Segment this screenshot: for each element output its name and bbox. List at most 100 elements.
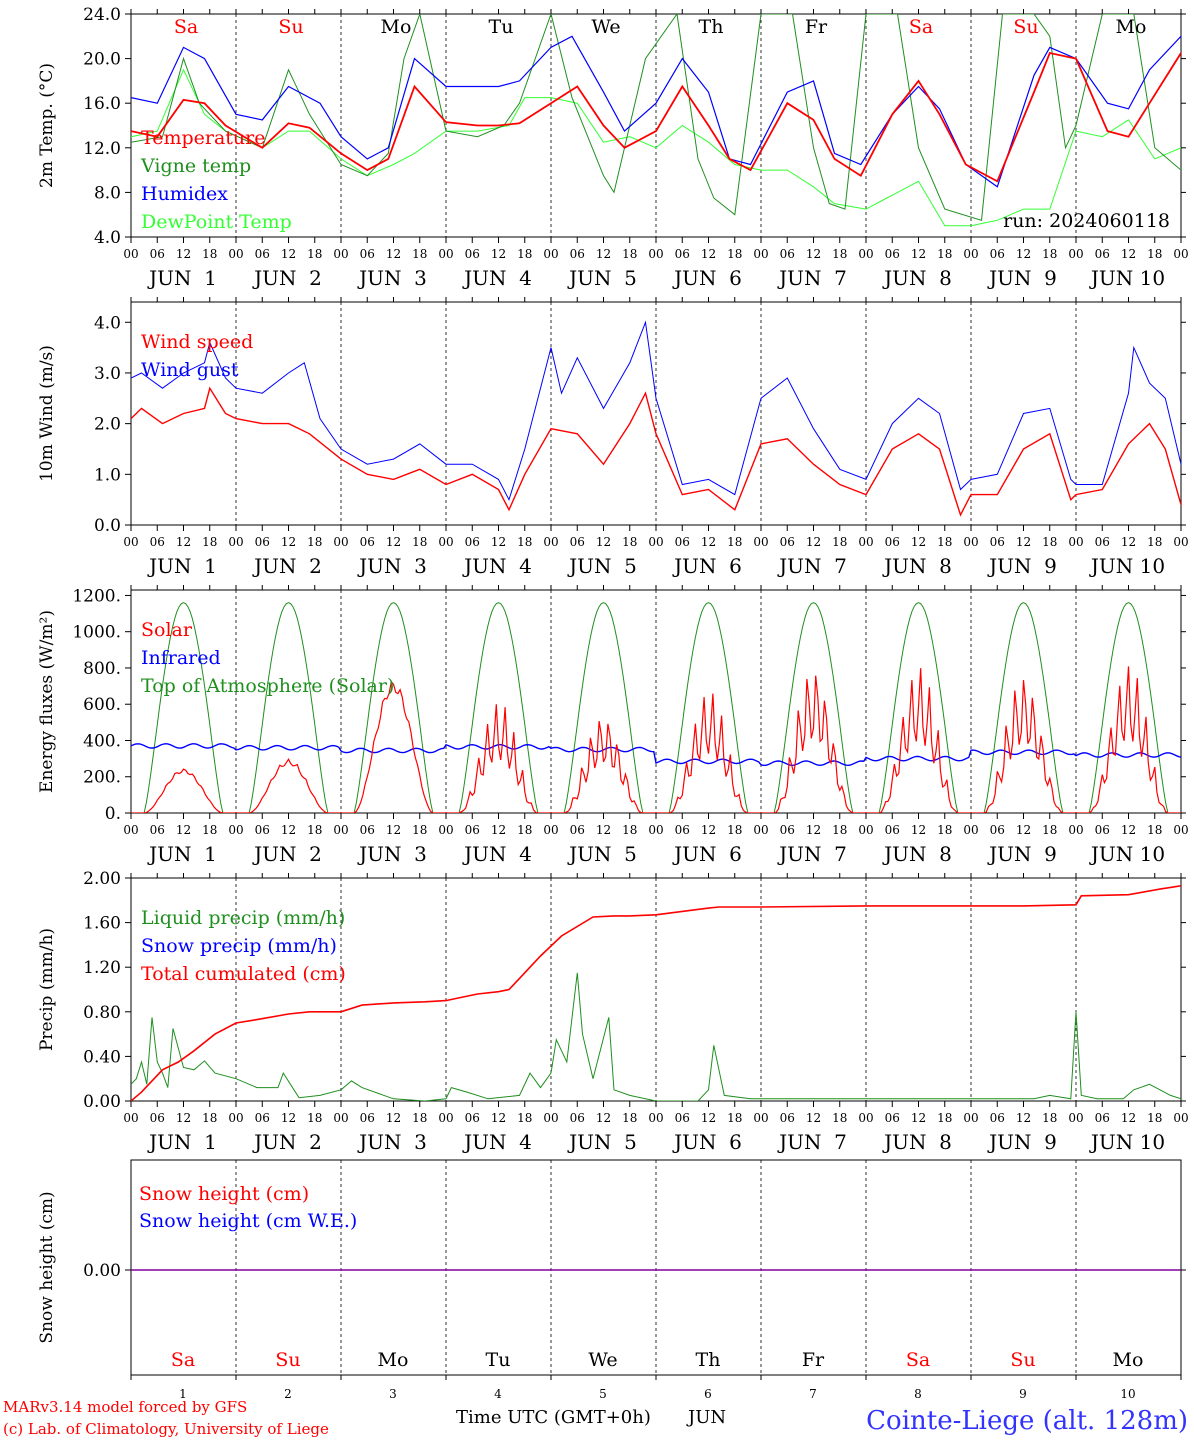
x-tick-label: 18 [1147,535,1162,549]
footer-copyright-text: (c) Lab. of Climatology, University of L… [3,1420,329,1438]
x-day-label: JUN 3 [357,842,427,866]
x-day-label: JUN 1 [147,842,217,866]
x-tick-label: 00 [123,247,138,261]
x-tick-label: 06 [150,535,165,549]
series-line [131,386,1181,517]
x-day-label: JUN 2 [252,1130,322,1154]
x-tick-label: 18 [622,823,637,837]
x-tick-label: 00 [438,247,453,261]
footer-station-label: Cointe-Liege (alt. 128m) [866,1406,1188,1436]
x-tick-label: 18 [1042,247,1057,261]
x-tick-label: 12 [176,535,191,549]
legend-entry: Solar [141,619,193,641]
x-tick-label: 00 [123,1111,138,1125]
x-tick-label: 12 [1121,247,1136,261]
x-day-label: JUN 8 [882,554,952,578]
x-tick-label: 18 [937,535,952,549]
x-day-label: JUN 10 [1089,266,1165,290]
x-tick-label: 12 [1016,823,1031,837]
weekday-label: We [591,16,620,38]
footer-time-axis-label: Time UTC (GMT+0h) [456,1407,651,1428]
x-day-label: JUN 9 [987,1130,1057,1154]
y-tick-label: 0.00 [83,1261,121,1281]
x-tick-label: 12 [806,823,821,837]
x-tick-label: 12 [1121,1111,1136,1125]
x-tick-label: 18 [1147,1111,1162,1125]
x-tick-label: 12 [1016,247,1031,261]
x-day-label: JUN 2 [252,554,322,578]
x-tick-label: 06 [570,247,585,261]
x-tick-label: 06 [255,535,270,549]
y-tick-label: 1.0 [94,465,121,485]
weekday-label-bottom: Tu [486,1349,511,1371]
x-tick-label: 12 [701,823,716,837]
x-day-label: JUN 1 [147,266,217,290]
x-tick-label: 12 [911,535,926,549]
x-tick-label: 06 [150,823,165,837]
day-number-label: 1 [179,1387,187,1401]
x-day-label: JUN 10 [1089,842,1165,866]
legend-entry: Temperature [141,127,265,149]
x-day-label: JUN 3 [357,266,427,290]
x-tick-label: 06 [360,247,375,261]
x-tick-label: 00 [753,535,768,549]
x-tick-label: 12 [596,823,611,837]
x-tick-label: 18 [412,1111,427,1125]
y-tick-label: 8.0 [94,183,121,203]
weekday-label: Th [699,16,724,38]
x-tick-label: 00 [858,247,873,261]
x-tick-label: 12 [911,247,926,261]
y-tick-label: 2.0 [94,415,121,435]
x-day-label: JUN 4 [462,554,532,578]
weekday-label-bottom: Su [1010,1349,1035,1371]
x-tick-label: 12 [1016,535,1031,549]
y-tick-label: 600. [83,695,121,715]
x-day-label: JUN 5 [567,842,637,866]
x-tick-label: 00 [333,1111,348,1125]
x-day-label: JUN 4 [462,266,532,290]
x-tick-label: 00 [1068,535,1083,549]
x-tick-label: 12 [806,535,821,549]
x-tick-label: 18 [622,535,637,549]
series-line [131,666,1181,813]
x-tick-label: 06 [675,823,690,837]
x-tick-label: 00 [123,823,138,837]
x-tick-label: 18 [937,247,952,261]
series-line [131,884,1181,1101]
x-tick-label: 00 [963,535,978,549]
x-tick-label: 06 [780,247,795,261]
x-tick-label: 18 [727,1111,742,1125]
x-tick-label: 12 [176,1111,191,1125]
y-tick-label: 24.0 [83,5,121,25]
x-tick-label: 06 [675,247,690,261]
y-tick-label: 1000. [72,623,121,643]
x-tick-label: 00 [438,535,453,549]
x-tick-label: 18 [517,823,532,837]
x-tick-label: 12 [386,823,401,837]
run-label: run: 2024060118 [1003,210,1170,232]
x-tick-label: 18 [307,1111,322,1125]
x-tick-label: 12 [491,1111,506,1125]
x-tick-label: 06 [675,1111,690,1125]
x-day-label: JUN 2 [252,266,322,290]
x-tick-label: 12 [491,823,506,837]
day-number-label: 2 [284,1387,292,1401]
series-line [131,35,1181,188]
x-tick-label: 18 [832,823,847,837]
x-day-label: JUN 4 [462,842,532,866]
x-tick-label: 12 [281,535,296,549]
x-tick-label: 00 [123,535,138,549]
y-tick-label: 2.00 [83,869,121,889]
x-tick-label: 12 [176,823,191,837]
x-tick-label: 18 [727,535,742,549]
day-number-label: 8 [914,1387,922,1401]
x-day-label: JUN 9 [987,842,1057,866]
x-tick-label: 00 [543,247,558,261]
x-tick-label: 06 [570,535,585,549]
day-number-label: 6 [704,1387,712,1401]
x-day-label: JUN 6 [672,1130,742,1154]
x-tick-label: 12 [281,247,296,261]
x-tick-label: 12 [911,1111,926,1125]
day-number-label: 9 [1019,1387,1027,1401]
